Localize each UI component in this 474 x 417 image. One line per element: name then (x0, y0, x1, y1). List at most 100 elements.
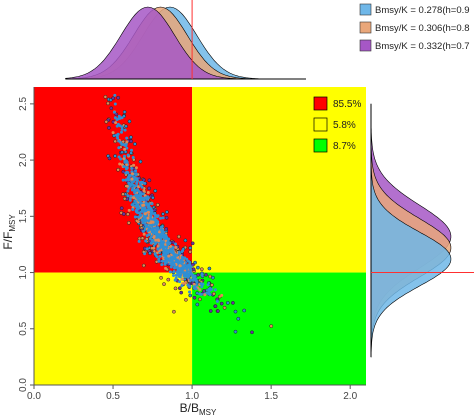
scatter-point (120, 130, 123, 134)
scatter-point (164, 227, 169, 231)
x-tick-label: 0.5 (106, 391, 120, 402)
scatter-point (146, 196, 150, 200)
scatter-point (133, 190, 137, 193)
scatter-point (147, 186, 151, 191)
scatter-point (140, 180, 144, 184)
scatter-point (149, 241, 153, 245)
scatter-point (127, 208, 131, 212)
scatter-point (157, 259, 161, 263)
scatter-point (186, 259, 190, 263)
scatter-point (135, 181, 139, 185)
scatter-point (124, 124, 128, 129)
x-tick-label: 2.0 (343, 391, 357, 402)
scatter-point (147, 208, 151, 212)
scatter-point (126, 212, 130, 217)
scatter-point (116, 167, 120, 172)
scatter-point (164, 266, 168, 270)
y-tick-label: 0.0 (18, 378, 29, 392)
scatter-point (152, 231, 156, 235)
scatter-point (104, 119, 109, 124)
scatter-point (111, 131, 115, 135)
series-legend-label: Bmsy/K = 0.306(h=0.8 (375, 23, 470, 34)
scatter-point (202, 289, 206, 293)
scatter-point (145, 247, 149, 251)
scatter-point (142, 198, 146, 202)
y-tick-label: 1.0 (18, 265, 29, 279)
scatter-point (172, 309, 176, 314)
scatter-point (175, 253, 179, 257)
scatter-point (172, 262, 176, 266)
scatter-point (113, 93, 117, 97)
scatter-point (151, 195, 155, 200)
scatter-point (156, 247, 160, 251)
scatter-point (213, 304, 218, 309)
scatter-point (144, 196, 148, 200)
scatter-point (165, 257, 169, 261)
series-legend: Bmsy/K = 0.278(h=0.9 Bmsy/K = 0.306(h=0.8… (359, 3, 470, 52)
y-tick-label: 1.5 (18, 209, 29, 223)
scatter-point (137, 215, 141, 219)
scatter-point (125, 136, 129, 140)
scatter-point (146, 191, 150, 194)
scatter-point (119, 206, 124, 211)
scatter-point (134, 169, 138, 173)
scatter-point (123, 154, 126, 158)
scatter-point (179, 269, 183, 273)
scatter-point (204, 272, 208, 277)
scatter-point (157, 234, 161, 238)
scatter-point (169, 265, 173, 269)
scatter-point (127, 119, 132, 124)
scatter-point (155, 229, 159, 232)
scatter-point (150, 238, 154, 242)
scatter-point (158, 254, 162, 258)
scatter-point (152, 246, 156, 250)
scatter-point (172, 256, 176, 260)
scatter-point (144, 201, 148, 205)
scatter-point (138, 159, 143, 164)
scatter-point (191, 278, 195, 282)
scatter-point (189, 278, 192, 282)
scatter-point (125, 184, 129, 188)
scatter-point (222, 305, 227, 310)
scatter-point (153, 226, 157, 230)
scatter-point (130, 177, 134, 181)
scatter-point (142, 189, 146, 193)
scatter-point (162, 282, 166, 286)
scatter-point (170, 255, 174, 259)
scatter-point (128, 198, 132, 202)
scatter-point (120, 142, 124, 146)
scatter-point (126, 177, 130, 181)
scatter-point (123, 128, 127, 132)
scatter-point (126, 153, 130, 157)
scatter-point (159, 216, 163, 220)
scatter-point (120, 116, 124, 120)
scatter-point (152, 223, 156, 226)
scatter-point (163, 243, 167, 247)
scatter-point (233, 329, 238, 334)
scatter-point (250, 330, 254, 335)
axes: 0.0 0.5 1.0 1.5 2.0 0.0 0.5 1.0 1.5 2.0 2.5 (18, 87, 366, 402)
scatter-point (155, 221, 159, 225)
scatter-point (155, 255, 159, 259)
scatter-point (134, 201, 138, 205)
scatter-point (139, 192, 143, 196)
scatter-point (148, 232, 152, 236)
scatter-point (136, 203, 140, 207)
scatter-point (124, 144, 127, 148)
scatter-point (137, 206, 140, 210)
scatter-point (144, 219, 148, 223)
scatter-point (149, 214, 153, 218)
scatter-point (132, 196, 136, 200)
quadrant-legend-percent: 5.8% (333, 120, 356, 131)
scatter-point (233, 309, 238, 314)
scatter-point (199, 267, 204, 272)
scatter-point (164, 234, 168, 238)
scatter-point (114, 121, 118, 125)
scatter-point (161, 216, 165, 220)
scatter-point (160, 235, 164, 239)
scatter-point (164, 215, 169, 220)
scatter-point (150, 227, 154, 231)
scatter-point (181, 260, 185, 264)
scatter-point (194, 279, 198, 283)
scatter-point (158, 246, 162, 250)
